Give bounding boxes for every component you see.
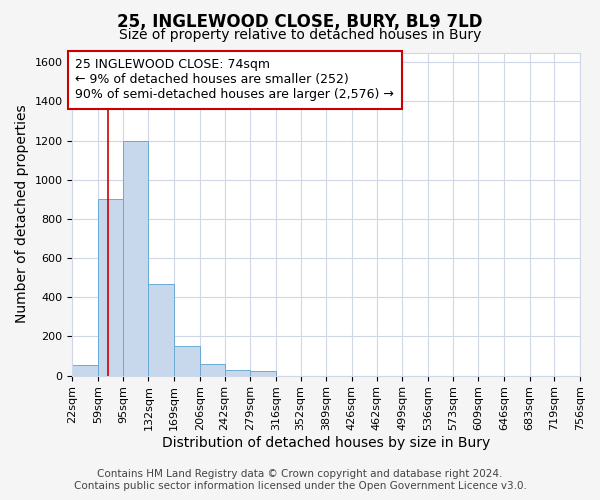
Bar bbox=[224, 370, 250, 376]
Bar bbox=[98, 200, 124, 376]
Text: Size of property relative to detached houses in Bury: Size of property relative to detached ho… bbox=[119, 28, 481, 42]
Bar bbox=[250, 370, 276, 376]
Bar bbox=[148, 284, 174, 376]
Text: 25 INGLEWOOD CLOSE: 74sqm
← 9% of detached houses are smaller (252)
90% of semi-: 25 INGLEWOOD CLOSE: 74sqm ← 9% of detach… bbox=[75, 58, 394, 102]
Bar bbox=[123, 140, 148, 376]
Bar bbox=[73, 365, 98, 376]
Bar bbox=[200, 364, 225, 376]
Text: Contains HM Land Registry data © Crown copyright and database right 2024.
Contai: Contains HM Land Registry data © Crown c… bbox=[74, 470, 526, 491]
Text: 25, INGLEWOOD CLOSE, BURY, BL9 7LD: 25, INGLEWOOD CLOSE, BURY, BL9 7LD bbox=[117, 12, 483, 30]
Bar bbox=[174, 346, 200, 376]
Y-axis label: Number of detached properties: Number of detached properties bbox=[15, 104, 29, 324]
X-axis label: Distribution of detached houses by size in Bury: Distribution of detached houses by size … bbox=[162, 436, 490, 450]
